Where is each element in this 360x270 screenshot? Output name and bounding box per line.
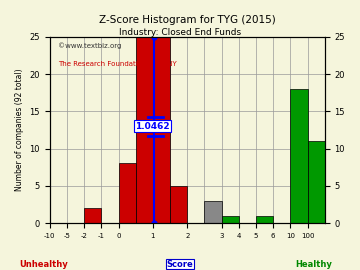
Bar: [307, 141, 325, 223]
Bar: [222, 216, 239, 223]
Bar: [118, 164, 136, 223]
Text: Unhealthy: Unhealthy: [19, 260, 68, 269]
Text: Industry: Closed End Funds: Industry: Closed End Funds: [119, 28, 241, 37]
Bar: [153, 37, 170, 223]
Text: Healthy: Healthy: [295, 260, 332, 269]
Bar: [84, 208, 102, 223]
Text: ©www.textbiz.org: ©www.textbiz.org: [58, 42, 121, 49]
Text: Score: Score: [167, 260, 193, 269]
Title: Z-Score Histogram for TYG (2015): Z-Score Histogram for TYG (2015): [99, 15, 276, 25]
Y-axis label: Number of companies (92 total): Number of companies (92 total): [15, 69, 24, 191]
Bar: [204, 201, 222, 223]
Bar: [291, 89, 307, 223]
Bar: [136, 37, 153, 223]
Bar: [256, 216, 273, 223]
Text: 1.0462: 1.0462: [135, 122, 170, 131]
Bar: [170, 186, 187, 223]
Text: The Research Foundation of SUNY: The Research Foundation of SUNY: [58, 61, 177, 67]
